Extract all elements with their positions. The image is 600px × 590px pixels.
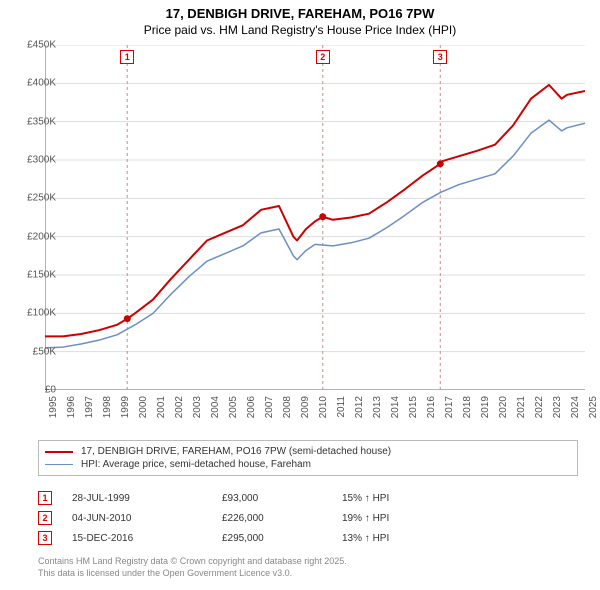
x-tick-label: 2004 bbox=[210, 396, 221, 418]
sales-row-pct: 15% ↑ HPI bbox=[342, 493, 462, 504]
x-tick-label: 1997 bbox=[84, 396, 95, 418]
sale-marker-3: 3 bbox=[433, 50, 447, 64]
legend: 17, DENBIGH DRIVE, FAREHAM, PO16 7PW (se… bbox=[38, 440, 578, 476]
legend-swatch bbox=[45, 451, 73, 453]
title-line1: 17, DENBIGH DRIVE, FAREHAM, PO16 7PW bbox=[0, 6, 600, 23]
x-tick-label: 2022 bbox=[534, 396, 545, 418]
y-tick-label: £100K bbox=[16, 308, 56, 319]
x-tick-label: 2017 bbox=[444, 396, 455, 418]
x-tick-label: 2023 bbox=[552, 396, 563, 418]
sales-row-pct: 13% ↑ HPI bbox=[342, 533, 462, 544]
sales-row-date: 04-JUN-2010 bbox=[72, 513, 222, 524]
x-tick-label: 2005 bbox=[228, 396, 239, 418]
x-tick-label: 2003 bbox=[192, 396, 203, 418]
sales-row-date: 15-DEC-2016 bbox=[72, 533, 222, 544]
sale-marker-1: 1 bbox=[120, 50, 134, 64]
y-tick-label: £150K bbox=[16, 270, 56, 281]
x-tick-label: 2010 bbox=[318, 396, 329, 418]
footer-line1: Contains HM Land Registry data © Crown c… bbox=[38, 556, 347, 568]
y-tick-label: £350K bbox=[16, 116, 56, 127]
x-tick-label: 2021 bbox=[516, 396, 527, 418]
sales-row: 2 04-JUN-2010£226,00019% ↑ HPI bbox=[38, 508, 578, 528]
x-tick-label: 2007 bbox=[264, 396, 275, 418]
x-tick-label: 2011 bbox=[336, 396, 347, 418]
x-axis-labels: 1995 1996 1997 1998 1999 2000 2001 2002 2003 2004… bbox=[45, 392, 585, 437]
x-tick-label: 2013 bbox=[372, 396, 383, 418]
chart-svg bbox=[45, 45, 585, 390]
legend-label: 17, DENBIGH DRIVE, FAREHAM, PO16 7PW (se… bbox=[81, 446, 391, 457]
y-tick-label: £50K bbox=[16, 346, 56, 357]
x-tick-label: 2001 bbox=[156, 396, 167, 418]
x-tick-label: 2000 bbox=[138, 396, 149, 418]
sale-marker-2: 2 bbox=[316, 50, 330, 64]
y-tick-label: £300K bbox=[16, 155, 56, 166]
sales-row: 1 28-JUL-1999£93,00015% ↑ HPI bbox=[38, 488, 578, 508]
legend-label: HPI: Average price, semi-detached house,… bbox=[81, 459, 311, 470]
sales-row-marker: 1 bbox=[38, 491, 52, 505]
x-tick-label: 2024 bbox=[570, 396, 581, 418]
chart-plot-area bbox=[45, 45, 585, 390]
footer-attribution: Contains HM Land Registry data © Crown c… bbox=[38, 556, 347, 579]
x-tick-label: 2014 bbox=[390, 396, 401, 418]
y-tick-label: £450K bbox=[16, 40, 56, 51]
x-tick-label: 2025 bbox=[588, 396, 599, 418]
x-tick-label: 2015 bbox=[408, 396, 419, 418]
legend-swatch bbox=[45, 464, 73, 465]
y-tick-label: £400K bbox=[16, 78, 56, 89]
sales-row-price: £93,000 bbox=[222, 493, 342, 504]
sales-row: 3 15-DEC-2016£295,00013% ↑ HPI bbox=[38, 528, 578, 548]
x-tick-label: 2018 bbox=[462, 396, 473, 418]
x-tick-label: 1995 bbox=[48, 396, 59, 418]
x-tick-label: 1999 bbox=[120, 396, 131, 418]
sales-row-pct: 19% ↑ HPI bbox=[342, 513, 462, 524]
x-tick-label: 2020 bbox=[498, 396, 509, 418]
sales-row-date: 28-JUL-1999 bbox=[72, 493, 222, 504]
y-tick-label: £200K bbox=[16, 231, 56, 242]
legend-item: 17, DENBIGH DRIVE, FAREHAM, PO16 7PW (se… bbox=[45, 445, 571, 458]
sales-table: 1 28-JUL-1999£93,00015% ↑ HPI 2 04-JUN-2010… bbox=[38, 488, 578, 548]
x-tick-label: 1996 bbox=[66, 396, 77, 418]
x-tick-label: 1998 bbox=[102, 396, 113, 418]
sales-row-price: £295,000 bbox=[222, 533, 342, 544]
sales-row-marker: 2 bbox=[38, 511, 52, 525]
chart-title: 17, DENBIGH DRIVE, FAREHAM, PO16 7PW Pri… bbox=[0, 0, 600, 38]
x-tick-label: 2016 bbox=[426, 396, 437, 418]
y-tick-label: £250K bbox=[16, 193, 56, 204]
title-line2: Price paid vs. HM Land Registry's House … bbox=[0, 23, 600, 39]
x-tick-label: 2006 bbox=[246, 396, 257, 418]
x-tick-label: 2002 bbox=[174, 396, 185, 418]
sales-row-price: £226,000 bbox=[222, 513, 342, 524]
footer-line2: This data is licensed under the Open Gov… bbox=[38, 568, 347, 580]
sales-row-marker: 3 bbox=[38, 531, 52, 545]
x-tick-label: 2008 bbox=[282, 396, 293, 418]
x-tick-label: 2009 bbox=[300, 396, 311, 418]
x-tick-label: 2012 bbox=[354, 396, 365, 418]
x-tick-label: 2019 bbox=[480, 396, 491, 418]
legend-item: HPI: Average price, semi-detached house,… bbox=[45, 458, 571, 471]
